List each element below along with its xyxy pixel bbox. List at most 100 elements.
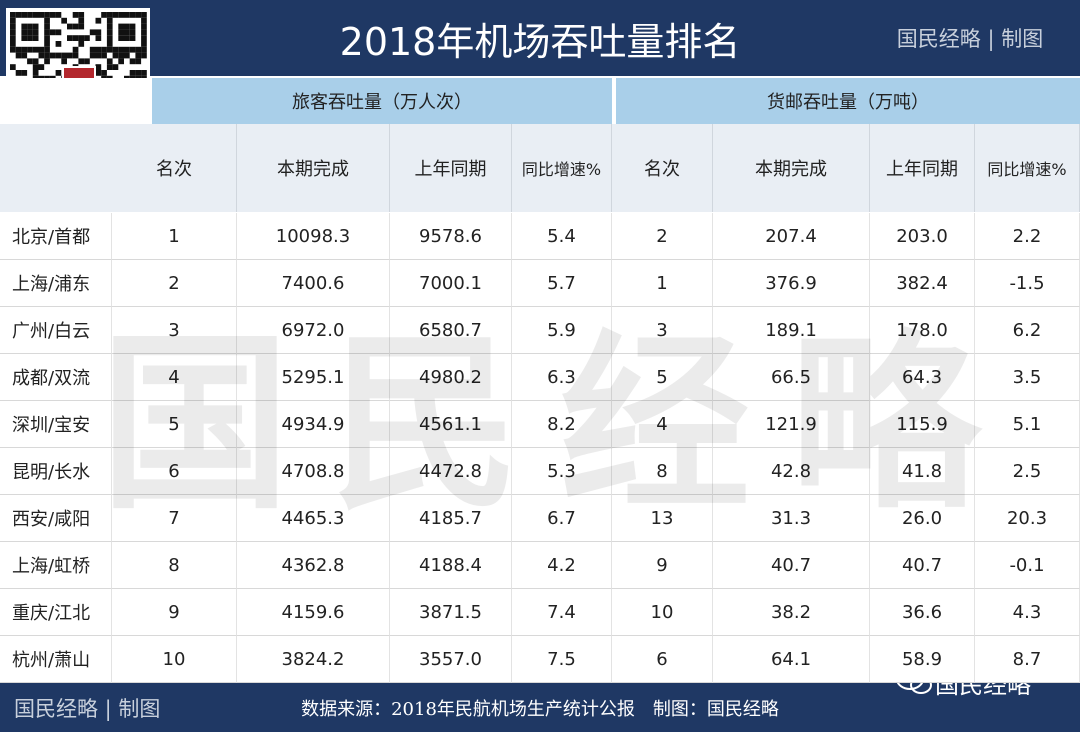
data-cell: 5	[612, 354, 713, 401]
data-cell: 3557.0	[390, 636, 512, 683]
data-cell: 2.2	[975, 213, 1080, 260]
data-cell: 2.5	[975, 448, 1080, 495]
data-cell: 2	[612, 213, 713, 260]
city-cell: 广州/白云	[0, 307, 112, 354]
data-cell: 3871.5	[390, 589, 512, 636]
city-cell: 成都/双流	[0, 354, 112, 401]
city-cell: 上海/虹桥	[0, 542, 112, 589]
column-header: 同比增速%	[975, 124, 1080, 212]
data-cell: 41.8	[870, 448, 975, 495]
data-cell: 5.7	[512, 260, 612, 307]
data-cell: 36.6	[870, 589, 975, 636]
data-cell: 64.1	[713, 636, 870, 683]
data-cell: -1.5	[975, 260, 1080, 307]
data-cell: 9	[112, 589, 237, 636]
data-cell: 207.4	[713, 213, 870, 260]
title: 2018年机场吞吐量排名	[339, 19, 741, 64]
column-header: 名次	[112, 124, 237, 212]
city-cell: 西安/咸阳	[0, 495, 112, 542]
data-cell: 5295.1	[237, 354, 390, 401]
data-cell: 4159.6	[237, 589, 390, 636]
data-cell: 8.7	[975, 636, 1080, 683]
data-cell: 3	[112, 307, 237, 354]
header-brand: 国民经略 | 制图	[896, 27, 1044, 51]
data-cell: 4465.3	[237, 495, 390, 542]
data-cell: 6.2	[975, 307, 1080, 354]
data-cell: 8	[112, 542, 237, 589]
data-cell: 382.4	[870, 260, 975, 307]
wechat-name: 国民经略	[935, 670, 1031, 699]
column-header: 同比增速%	[512, 124, 612, 212]
data-cell: 66.5	[713, 354, 870, 401]
data-cell: 6972.0	[237, 307, 390, 354]
data-cell: 2	[112, 260, 237, 307]
data-cell: 4561.1	[390, 401, 512, 448]
footer-bar	[0, 683, 1080, 732]
data-cell: 9	[612, 542, 713, 589]
data-cell: 4.3	[975, 589, 1080, 636]
data-cell: 5.9	[512, 307, 612, 354]
data-cell: 6580.7	[390, 307, 512, 354]
data-cell: 7000.1	[390, 260, 512, 307]
header-row-bg	[0, 124, 1080, 212]
header-blank	[0, 78, 150, 124]
data-cell: 7.5	[512, 636, 612, 683]
data-cell: 3.5	[975, 354, 1080, 401]
data-cell: 4472.8	[390, 448, 512, 495]
data-cell: 40.7	[713, 542, 870, 589]
city-cell: 深圳/宝安	[0, 401, 112, 448]
data-cell: 10	[112, 636, 237, 683]
data-cell: 4362.8	[237, 542, 390, 589]
data-cell: 6.3	[512, 354, 612, 401]
data-cell: 5	[112, 401, 237, 448]
data-cell: 376.9	[713, 260, 870, 307]
data-cell: 4188.4	[390, 542, 512, 589]
city-cell: 重庆/江北	[0, 589, 112, 636]
data-cell: 10	[612, 589, 713, 636]
data-cell: 203.0	[870, 213, 975, 260]
data-cell: 7400.6	[237, 260, 390, 307]
city-cell: 上海/浦东	[0, 260, 112, 307]
wechat-icon	[895, 666, 935, 696]
data-cell: 189.1	[713, 307, 870, 354]
data-cell: 4185.7	[390, 495, 512, 542]
data-cell: -0.1	[975, 542, 1080, 589]
data-cell: 26.0	[870, 495, 975, 542]
data-cell: 20.3	[975, 495, 1080, 542]
data-cell: 115.9	[870, 401, 975, 448]
data-cell: 4	[612, 401, 713, 448]
data-cell: 3824.2	[237, 636, 390, 683]
data-cell: 38.2	[713, 589, 870, 636]
data-cell: 121.9	[713, 401, 870, 448]
data-cell: 64.3	[870, 354, 975, 401]
column-header: 上年同期	[870, 124, 975, 212]
city-cell: 昆明/长水	[0, 448, 112, 495]
data-cell: 8.2	[512, 401, 612, 448]
data-cell: 178.0	[870, 307, 975, 354]
data-cell: 40.7	[870, 542, 975, 589]
data-cell: 7.4	[512, 589, 612, 636]
data-cell: 58.9	[870, 636, 975, 683]
group-header: 旅客吞吐量（万人次）	[150, 78, 612, 124]
header-bar	[0, 0, 1080, 76]
data-cell: 5.1	[975, 401, 1080, 448]
city-cell: 北京/首都	[0, 213, 112, 260]
data-cell: 5.4	[512, 213, 612, 260]
data-cell: 31.3	[713, 495, 870, 542]
data-cell: 1	[612, 260, 713, 307]
data-cell: 8	[612, 448, 713, 495]
data-cell: 4934.9	[237, 401, 390, 448]
column-header: 本期完成	[713, 124, 870, 212]
data-cell: 4.2	[512, 542, 612, 589]
column-header: 上年同期	[390, 124, 512, 212]
data-cell: 1	[112, 213, 237, 260]
data-cell: 10098.3	[237, 213, 390, 260]
city-cell: 杭州/萧山	[0, 636, 112, 683]
data-cell: 4	[112, 354, 237, 401]
data-cell: 3	[612, 307, 713, 354]
column-header: 名次	[612, 124, 713, 212]
data-cell: 6	[112, 448, 237, 495]
data-cell: 9578.6	[390, 213, 512, 260]
data-cell: 13	[612, 495, 713, 542]
